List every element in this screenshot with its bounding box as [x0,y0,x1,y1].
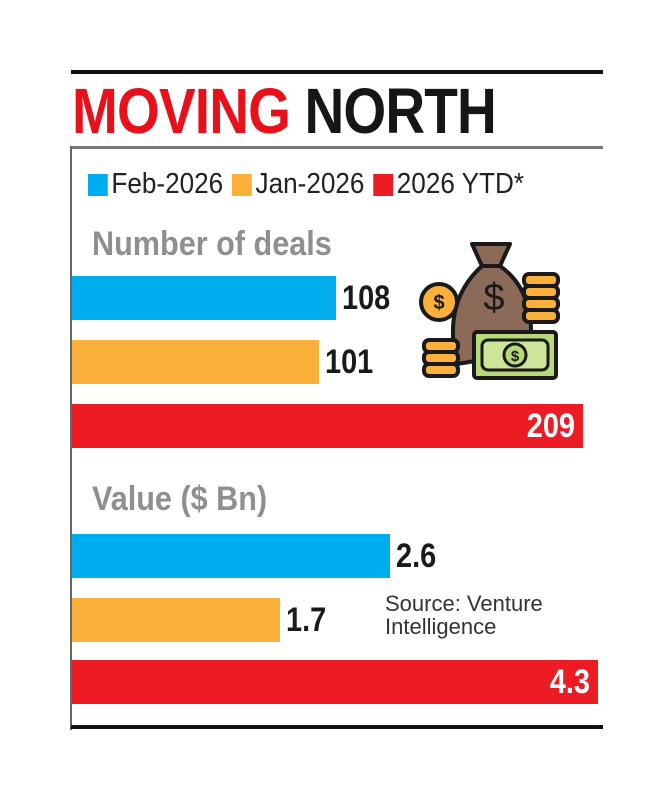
source-note: Source: Venture Intelligence [385,592,543,638]
deals-bar-feb [72,276,337,320]
top-rule [71,70,603,74]
deals-bar-jan [72,340,319,384]
source-line-1: Source: Venture [385,591,543,616]
svg-text:$: $ [433,292,444,314]
value-bar-ytd [72,660,598,704]
chart-title: MOVING NORTH [72,75,497,147]
legend-label: Jan-2026 [255,168,365,200]
title-black: NORTH [304,75,496,147]
svg-text:$: $ [511,348,520,365]
money-bag-coins-cash-icon: $ $ $ [412,232,562,387]
value-label-ytd: 4.3 [549,663,590,701]
title-red: MOVING [72,75,291,147]
value-label-jan: 1.7 [285,601,327,639]
source-line-2: Intelligence [385,614,497,639]
svg-text:$: $ [483,277,504,319]
value-label-feb: 2.6 [396,537,437,575]
legend-swatch [373,173,394,196]
legend-swatch [88,173,108,196]
legend: Feb-2026 Jan-2026 2026 YTD* [88,168,524,201]
legend-label: 2026 YTD* [396,168,524,200]
legend-item-jan: Jan-2026 [232,168,364,201]
deals-section-title: Number of deals [92,225,332,263]
value-bar-jan [72,598,280,642]
legend-item-ytd: 2026 YTD* [373,168,524,201]
grey-rule [71,146,603,149]
deals-label-jan: 101 [324,343,374,381]
deals-bar-ytd [72,404,583,448]
legend-item-feb: Feb-2026 [88,168,223,201]
deals-label-ytd: 209 [526,407,575,445]
value-bar-feb [72,534,391,578]
legend-label: Feb-2026 [111,168,224,200]
bottom-rule [71,725,603,729]
legend-swatch [232,173,252,196]
left-border [70,146,72,730]
deals-label-feb: 108 [342,279,391,317]
value-section-title: Value ($ Bn) [92,480,268,518]
